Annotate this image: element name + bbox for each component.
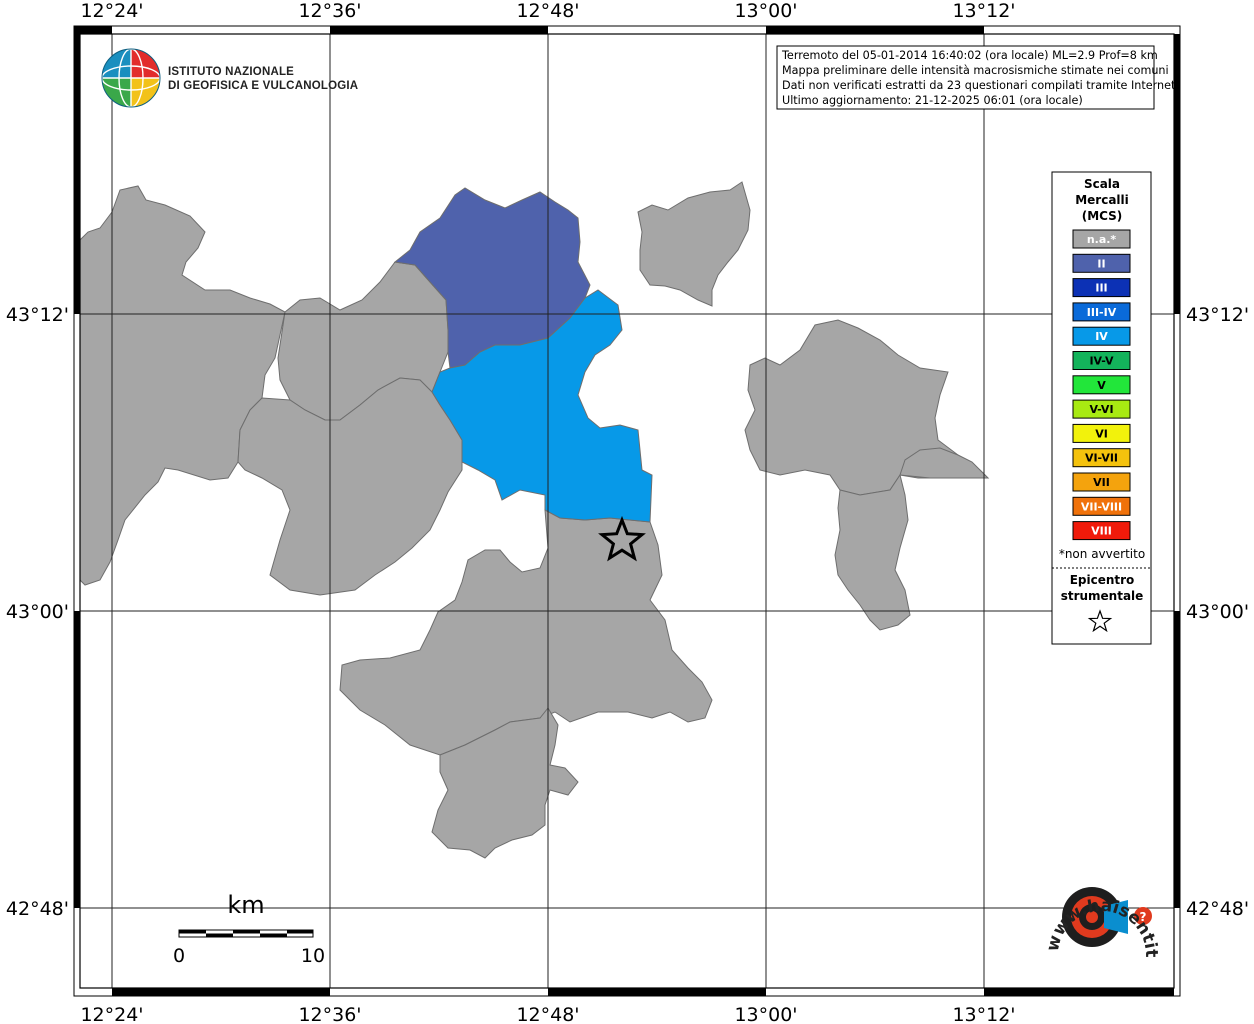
legend-swatch bbox=[1072, 253, 1131, 273]
lon-label-bottom-2: 12°36' bbox=[298, 1004, 361, 1024]
municipality-gray-west bbox=[80, 185, 286, 586]
grid-lines bbox=[80, 34, 1174, 988]
legend-label: n.a.* bbox=[1087, 233, 1117, 246]
info-line-event: Terremoto del 05-01-2014 16:40:02 (ora l… bbox=[781, 49, 1158, 62]
longitude-labels-top: 12°24' 12°36' 12°48' 13°00' 13°12' bbox=[80, 0, 1015, 22]
legend-label: IV-V bbox=[1089, 355, 1114, 368]
institute-name-line1: ISTITUTO NAZIONALE bbox=[168, 66, 294, 78]
lon-label-bottom-5: 13°12' bbox=[952, 1004, 1015, 1024]
lon-label-top-2: 12°36' bbox=[298, 0, 361, 22]
mcs-legend: Scala Mercalli (MCS) n.a.*IIIIIIII-IVIVI… bbox=[1051, 171, 1152, 645]
info-line-description: Mappa preliminare delle intensità macros… bbox=[782, 64, 1169, 77]
lon-label-top-3: 12°48' bbox=[516, 0, 579, 22]
legend-swatch bbox=[1072, 278, 1131, 298]
scale-bar-max: 10 bbox=[301, 945, 325, 967]
municipality-intensity-IV bbox=[431, 289, 653, 523]
legend-title-line3: (MCS) bbox=[1082, 209, 1123, 223]
legend-star-icon bbox=[1087, 609, 1113, 633]
legend-swatch bbox=[1072, 496, 1131, 516]
lat-label-right-2: 43°00' bbox=[1186, 601, 1249, 623]
epicenter-star-icon bbox=[598, 515, 646, 562]
lon-label-top-5: 13°12' bbox=[952, 0, 1015, 22]
legend-swatch bbox=[1072, 521, 1131, 541]
legend-swatch bbox=[1072, 448, 1131, 468]
legend-label: III bbox=[1095, 282, 1107, 295]
lat-label-left-2: 43°00' bbox=[6, 601, 69, 623]
municipality-gray-southwest bbox=[237, 377, 463, 596]
legend-swatch bbox=[1072, 423, 1131, 443]
megaphone-icon bbox=[1104, 900, 1128, 934]
legend-swatch bbox=[1072, 472, 1131, 492]
legend-items: n.a.*IIIIIIII-IVIVIV-VVV-VIVIVI-VIIVIIVI… bbox=[1072, 229, 1131, 541]
municipality-gray-east-spur bbox=[899, 447, 990, 479]
lon-label-top-4: 13°00' bbox=[734, 0, 797, 22]
ingv-logo: ISTITUTO NAZIONALE DI GEOFISICA E VULCAN… bbox=[101, 48, 358, 108]
legend-note: *non avvertito bbox=[1059, 547, 1145, 561]
municipality-gray-northeast bbox=[637, 181, 751, 307]
scale-bar: km 0 10 bbox=[173, 891, 325, 967]
legend-swatch bbox=[1072, 351, 1131, 370]
legend-swatch bbox=[1072, 229, 1131, 249]
municipality-gray-east-south bbox=[834, 473, 911, 631]
legend-label: III-IV bbox=[1087, 306, 1117, 319]
lon-label-bottom-1: 12°24' bbox=[80, 1004, 143, 1024]
lon-label-top-1: 12°24' bbox=[80, 0, 143, 22]
info-line-updated: Ultimo aggiornamento: 21-12-2025 06:01 (… bbox=[782, 94, 1083, 107]
legend-label: VIII bbox=[1091, 525, 1112, 538]
latitude-labels-right: 43°12' 43°00' 42°48' bbox=[1186, 304, 1249, 920]
legend-label: VII bbox=[1093, 476, 1110, 489]
longitude-labels-bottom: 12°24' 12°36' 12°48' 13°00' 13°12' bbox=[80, 1004, 1015, 1024]
legend-label: VII-VIII bbox=[1081, 500, 1122, 513]
legend-epicenter-line2: strumentale bbox=[1061, 589, 1144, 603]
info-line-questionnaires: Dati non verificati estratti da 23 quest… bbox=[782, 79, 1179, 92]
legend-swatch bbox=[1072, 326, 1131, 346]
legend-label: V bbox=[1097, 379, 1106, 392]
municipality-intensity-II bbox=[393, 187, 591, 369]
legend-title-line1: Scala bbox=[1084, 177, 1120, 191]
legend-label: V-VI bbox=[1089, 403, 1113, 416]
svg-text:?: ? bbox=[1140, 910, 1147, 924]
legend-swatch bbox=[1072, 375, 1131, 395]
event-info-box: Terremoto del 05-01-2014 16:40:02 (ora l… bbox=[776, 45, 1179, 110]
legend-label: VI bbox=[1095, 427, 1108, 440]
question-icon bbox=[1134, 907, 1152, 925]
lat-label-left-3: 42°48' bbox=[6, 898, 69, 920]
ingv-globe-icon bbox=[101, 48, 161, 108]
lon-label-bottom-3: 12°48' bbox=[516, 1004, 579, 1024]
lat-label-right-1: 43°12' bbox=[1186, 304, 1249, 326]
lon-label-bottom-4: 13°00' bbox=[734, 1004, 797, 1024]
lat-label-left-1: 43°12' bbox=[6, 304, 69, 326]
institute-name-line2: DI GEOFISICA E VULCANOLOGIA bbox=[168, 80, 358, 92]
legend-swatch bbox=[1072, 399, 1131, 419]
legend-epicenter-line1: Epicentro bbox=[1070, 573, 1135, 587]
legend-label: VI-VII bbox=[1085, 452, 1118, 465]
latitude-labels-left: 43°12' 43°00' 42°48' bbox=[6, 304, 69, 920]
municipalities-layer bbox=[80, 181, 990, 859]
legend-title-line2: Mercalli bbox=[1075, 193, 1129, 207]
scale-bar-unit: km bbox=[227, 891, 264, 919]
legend-swatch bbox=[1072, 302, 1131, 322]
lat-label-right-3: 42°48' bbox=[1186, 898, 1249, 920]
scale-bar-min: 0 bbox=[173, 945, 185, 967]
legend-label: IV bbox=[1095, 330, 1108, 343]
legend-label: II bbox=[1097, 257, 1105, 270]
map-frame bbox=[73, 25, 1181, 997]
